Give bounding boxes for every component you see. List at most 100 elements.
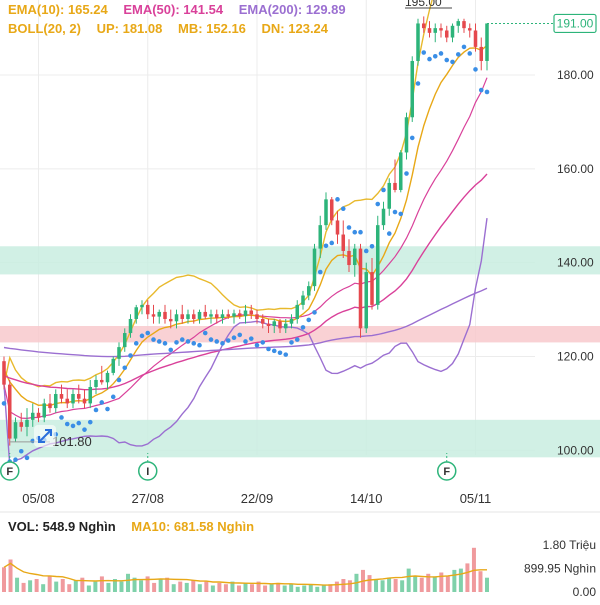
sar-dot <box>139 333 145 339</box>
ema200-line <box>3 287 488 358</box>
candle-body <box>59 394 64 399</box>
candle-body <box>312 248 317 287</box>
sar-dot <box>133 341 139 346</box>
candle-body <box>191 314 196 319</box>
expand-icon[interactable] <box>34 425 56 447</box>
candle-body <box>111 358 116 373</box>
sar-dot <box>1 401 7 406</box>
volume-bar <box>250 584 255 592</box>
candle-body <box>439 28 443 31</box>
sar-dot <box>59 415 64 420</box>
candle-body <box>416 23 420 61</box>
resistance-zone <box>0 326 600 343</box>
legend-ema10: EMA(10): 165.24 <box>8 2 108 17</box>
volume-bar <box>452 569 457 592</box>
sar-dot <box>128 353 133 358</box>
sar-dot <box>110 394 116 400</box>
candle-body <box>410 60 415 118</box>
volume-bar <box>321 585 326 592</box>
volume-bar <box>478 571 483 592</box>
sar-dot <box>283 352 289 357</box>
candle-body <box>473 30 478 47</box>
volume-bar <box>47 576 52 592</box>
sar-dot <box>450 59 455 65</box>
candle-body <box>301 295 305 305</box>
candle-body <box>2 361 6 385</box>
candle-body <box>364 272 369 329</box>
sar-dot <box>455 52 461 57</box>
candle-body <box>237 313 242 317</box>
ema10-line <box>3 44 488 407</box>
volume-tick-label: 0.00 <box>573 585 597 599</box>
sar-dot <box>18 448 24 454</box>
sar-dot <box>185 339 191 344</box>
legend-up: UP: 181.08 <box>96 21 163 36</box>
volume-ma10-line <box>3 562 487 586</box>
sar-dot <box>87 419 93 425</box>
sar-dot <box>93 407 99 413</box>
volume-bar <box>93 581 98 592</box>
volume-tick-label: 899.95 Nghìn <box>524 562 596 576</box>
candle-body <box>479 46 484 61</box>
sar-dot <box>323 243 329 249</box>
sar-dot <box>156 339 162 344</box>
sar-dot <box>294 337 300 342</box>
candle-body <box>381 208 386 226</box>
candle-body <box>214 314 219 319</box>
price-tick-label: 100.00 <box>557 443 594 457</box>
sar-dot <box>306 317 312 323</box>
volume-bar <box>230 581 235 592</box>
sar-dot <box>162 341 168 346</box>
sar-dot <box>122 365 128 371</box>
sar-dot <box>340 206 346 212</box>
candle-body <box>7 384 12 439</box>
expand-icon-glyph <box>38 429 52 443</box>
candle-body <box>387 182 392 209</box>
time-tick-label: 05/08 <box>22 491 55 506</box>
candle-body <box>318 225 323 249</box>
volume-bar <box>210 585 215 592</box>
candle-body <box>76 394 81 399</box>
candle-body <box>168 318 173 322</box>
volume-bar <box>243 582 248 592</box>
sar-dot <box>363 248 369 254</box>
legend-boll: BOLL(20, 2) <box>8 21 81 36</box>
sar-dot <box>214 339 220 344</box>
sar-dot <box>231 335 237 341</box>
volume-bar <box>152 582 157 592</box>
sar-dot <box>409 135 415 141</box>
candle-body <box>36 412 41 418</box>
sar-dot <box>202 330 208 336</box>
candle-body <box>82 398 87 404</box>
candle-body <box>209 314 213 317</box>
candle-body <box>197 311 202 319</box>
volume-bar <box>204 581 209 592</box>
candle-body <box>25 419 29 427</box>
candle-body <box>94 379 98 387</box>
last-price-box <box>553 13 597 34</box>
volume-bar <box>8 559 13 592</box>
volume-bar <box>171 584 176 592</box>
candle-body <box>42 403 47 418</box>
volume-bar <box>289 584 294 592</box>
sar-dot <box>13 457 18 462</box>
candle-body <box>128 318 133 334</box>
volume-bar <box>60 579 65 592</box>
sar-dot <box>277 350 283 356</box>
sar-dot <box>478 87 484 93</box>
sar-dot <box>392 209 398 215</box>
candle-body <box>134 307 139 319</box>
sar-dot <box>24 455 30 461</box>
candle-body <box>151 314 156 317</box>
candle-body <box>145 304 150 315</box>
volume-bar <box>99 576 104 592</box>
candle-body <box>283 323 288 329</box>
volume-bar <box>400 580 405 592</box>
candle-body <box>88 386 93 404</box>
volume-bar <box>458 568 463 592</box>
candle-body <box>117 347 121 359</box>
volume-legend: VOL: 548.9 Nghìn MA10: 681.58 Nghìn <box>8 519 266 534</box>
sar-dot <box>191 341 197 346</box>
